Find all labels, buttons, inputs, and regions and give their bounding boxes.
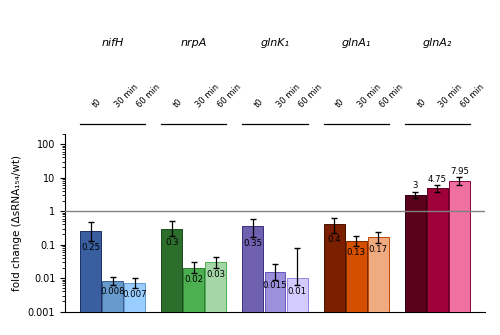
Bar bbox=[405, 195, 426, 335]
Bar bbox=[80, 231, 101, 335]
Bar bbox=[184, 268, 204, 335]
Text: 0.25: 0.25 bbox=[81, 243, 100, 252]
Text: 30 min: 30 min bbox=[194, 82, 220, 109]
Text: 0.03: 0.03 bbox=[206, 270, 226, 279]
Text: 0.4: 0.4 bbox=[328, 235, 341, 244]
Text: 60 min: 60 min bbox=[297, 82, 324, 109]
Text: 30 min: 30 min bbox=[112, 82, 140, 109]
Text: 60 min: 60 min bbox=[378, 82, 405, 109]
Text: t0: t0 bbox=[172, 96, 184, 109]
Bar bbox=[264, 272, 285, 335]
Bar bbox=[368, 237, 388, 335]
Text: glnA₂: glnA₂ bbox=[422, 38, 452, 48]
Text: glnK₁: glnK₁ bbox=[260, 38, 290, 48]
Bar bbox=[242, 226, 264, 335]
Text: nrpA: nrpA bbox=[180, 38, 207, 48]
Text: t0: t0 bbox=[334, 96, 346, 109]
Text: 60 min: 60 min bbox=[134, 82, 162, 109]
Text: 0.01: 0.01 bbox=[288, 287, 306, 296]
Text: 0.35: 0.35 bbox=[244, 239, 262, 248]
Text: 30 min: 30 min bbox=[356, 82, 383, 109]
Text: t0: t0 bbox=[90, 96, 103, 109]
Text: 60 min: 60 min bbox=[460, 82, 486, 109]
Bar bbox=[162, 228, 182, 335]
Bar bbox=[427, 188, 448, 335]
Text: 0.007: 0.007 bbox=[122, 290, 147, 299]
Text: 0.13: 0.13 bbox=[346, 248, 366, 257]
Bar bbox=[324, 224, 344, 335]
Text: 0.008: 0.008 bbox=[100, 287, 125, 296]
Y-axis label: fold change (ΔsRNA₁₅₄/wt): fold change (ΔsRNA₁₅₄/wt) bbox=[12, 155, 22, 291]
Text: 0.015: 0.015 bbox=[262, 281, 287, 290]
Text: glnA₁: glnA₁ bbox=[342, 38, 371, 48]
Text: t0: t0 bbox=[253, 96, 266, 109]
Text: t0: t0 bbox=[416, 96, 428, 109]
Text: 30 min: 30 min bbox=[438, 82, 464, 109]
Bar bbox=[206, 262, 227, 335]
Text: 0.02: 0.02 bbox=[184, 275, 204, 284]
Text: 0.3: 0.3 bbox=[165, 238, 178, 247]
Text: 60 min: 60 min bbox=[216, 82, 243, 109]
Text: 7.95: 7.95 bbox=[450, 167, 469, 176]
Bar bbox=[124, 283, 145, 335]
Text: 0.17: 0.17 bbox=[368, 245, 388, 254]
Text: 4.75: 4.75 bbox=[428, 175, 447, 184]
Bar bbox=[449, 181, 470, 335]
Bar bbox=[346, 241, 366, 335]
Text: nifH: nifH bbox=[102, 38, 124, 48]
Bar bbox=[286, 278, 308, 335]
Text: 30 min: 30 min bbox=[275, 82, 302, 109]
Bar bbox=[102, 281, 123, 335]
Text: 3: 3 bbox=[412, 181, 418, 190]
